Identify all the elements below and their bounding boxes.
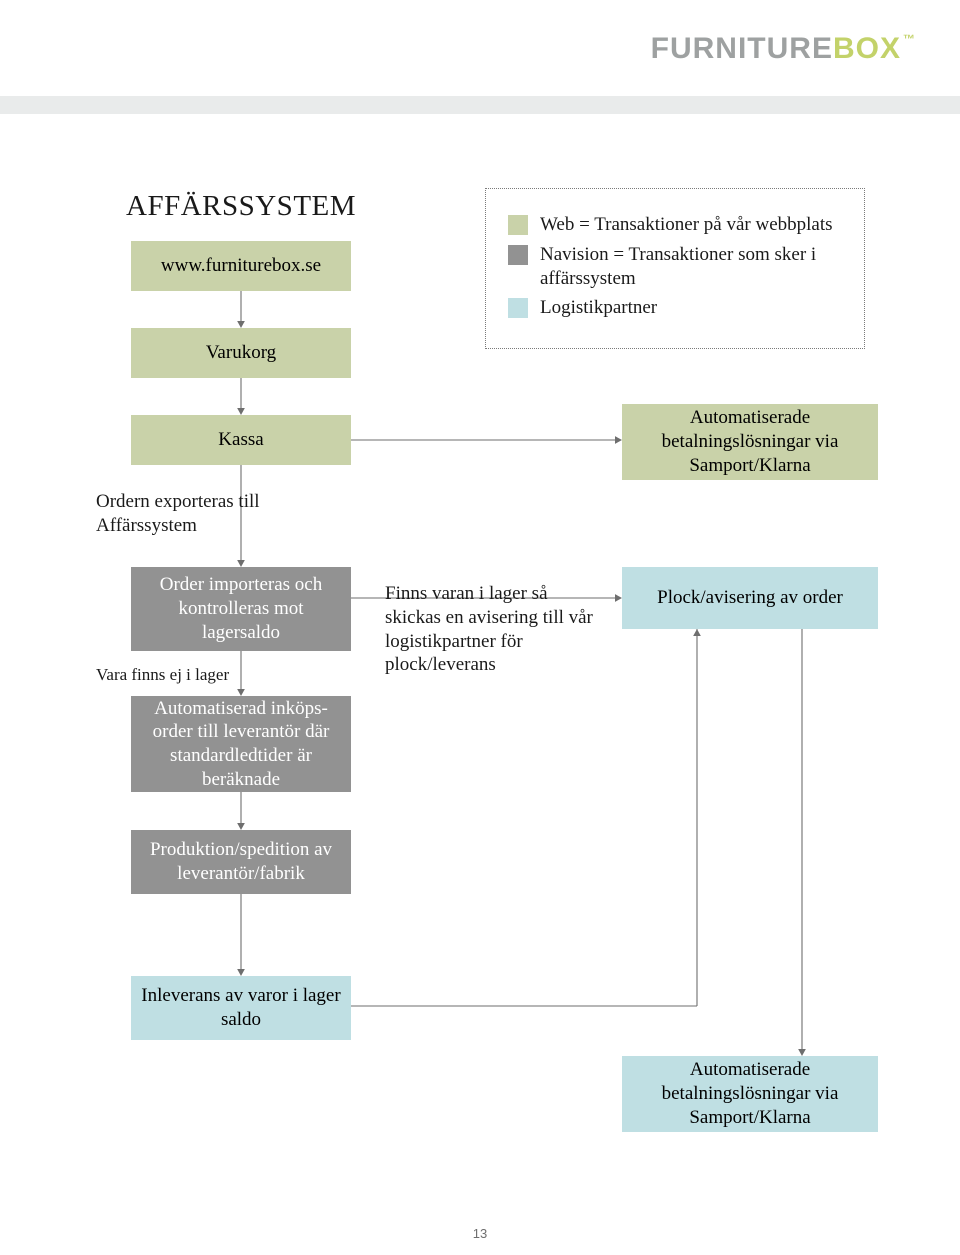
node-purchase: Automatiserad inköps-order till leverant…	[131, 696, 351, 792]
node-pick: Plock/avisering av order	[622, 567, 878, 629]
legend-item: Navision = Transaktioner som sker i affä…	[508, 243, 836, 291]
legend-item: Web = Transaktioner på vår webbplats	[508, 213, 836, 237]
legend: Web = Transaktioner på vår webbplats Navi…	[485, 188, 865, 349]
node-inlev: Inleverans av varor i lager saldo	[131, 976, 351, 1040]
legend-item: Logistikpartner	[508, 296, 836, 320]
legend-swatch	[508, 215, 528, 235]
diagram-canvas: www.furniturebox.se Varukorg Kassa Automati…	[0, 0, 960, 1255]
legend-swatch	[508, 245, 528, 265]
label-nolager: Vara finns ej i lager	[96, 664, 266, 685]
node-payment1: Automatiserade betalningslösningar via S…	[622, 404, 878, 480]
label-avisera: Finns varan i lager så skickas en aviser…	[385, 582, 600, 677]
node-prod: Produktion/spedition av leverantör/fabri…	[131, 830, 351, 894]
node-payment2: Automatiserade betalningslösningar via S…	[622, 1056, 878, 1132]
label-export: Ordern exporteras till Affärssystem	[96, 490, 296, 538]
node-cart: Varukorg	[131, 328, 351, 378]
page-number: 13	[0, 1226, 960, 1241]
node-site: www.furniturebox.se	[131, 241, 351, 291]
legend-text: Logistikpartner	[540, 296, 657, 320]
legend-text: Navision = Transaktioner som sker i affä…	[540, 243, 836, 291]
node-order: Order importeras och kontrolleras mot la…	[131, 567, 351, 651]
diagram-title: AFFÄRSSYSTEM	[126, 188, 356, 224]
legend-text: Web = Transaktioner på vår webbplats	[540, 213, 833, 237]
node-checkout: Kassa	[131, 415, 351, 465]
legend-swatch	[508, 298, 528, 318]
